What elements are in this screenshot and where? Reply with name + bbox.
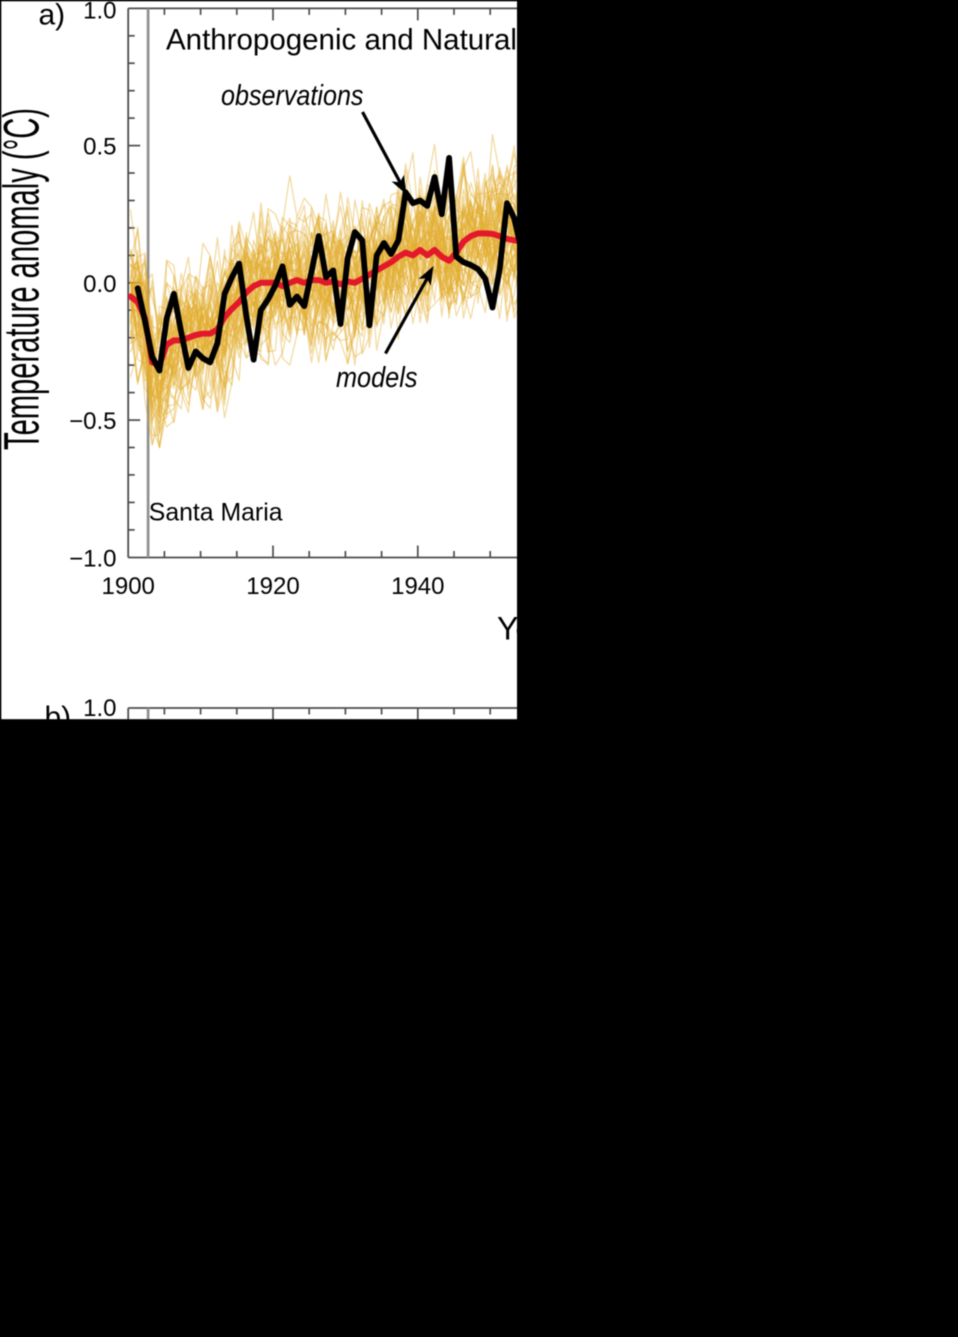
svg-text:1.0: 1.0	[83, 0, 116, 24]
svg-text:1920: 1920	[246, 573, 299, 600]
svg-text:0.0: 0.0	[83, 271, 116, 298]
svg-text:−0.5: −0.5	[69, 408, 116, 435]
svg-text:models: models	[336, 362, 418, 394]
svg-text:a): a)	[39, 0, 66, 32]
svg-text:−1.0: −1.0	[69, 545, 116, 572]
svg-text:Santa Maria: Santa Maria	[149, 500, 283, 527]
svg-text:Temperature anomaly (°C): Temperature anomaly (°C)	[0, 108, 49, 450]
svg-text:1940: 1940	[391, 573, 444, 600]
svg-text:1900: 1900	[102, 573, 155, 600]
svg-text:1.0: 1.0	[83, 695, 116, 722]
svg-text:observations: observations	[221, 80, 364, 112]
svg-text:0.5: 0.5	[83, 134, 116, 161]
